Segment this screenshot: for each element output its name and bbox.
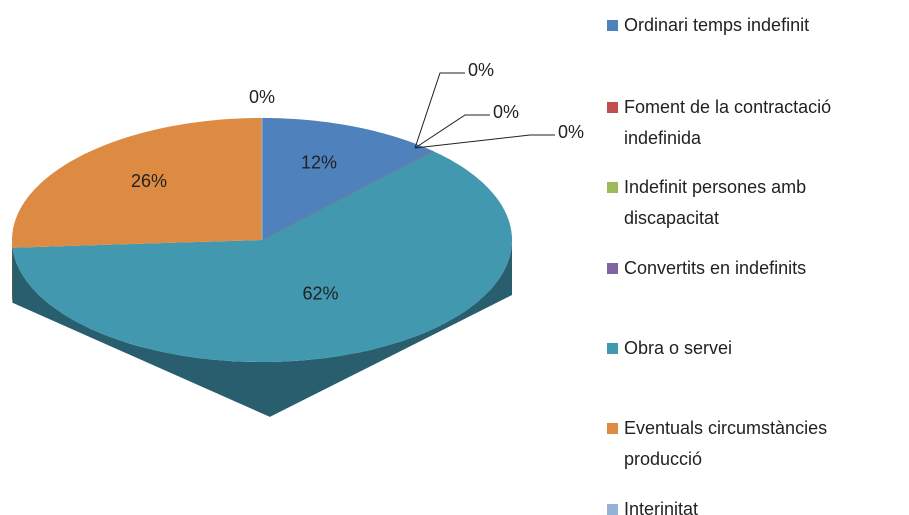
- legend-label: Convertits en indefinits: [624, 258, 807, 278]
- leader-line: [414, 114, 490, 149]
- legend-label: Obra o servei: [624, 338, 733, 358]
- legend-swatch: [607, 343, 618, 354]
- legend-item: Obra o servei: [607, 333, 877, 364]
- data-label: 62%: [303, 283, 339, 303]
- pie-side: [12, 240, 512, 417]
- data-label: 0%: [468, 60, 494, 80]
- legend-label: Ordinari temps indefinit: [624, 15, 810, 35]
- data-label: 0%: [249, 87, 275, 107]
- legend-label: Foment de la contractació indefinida: [624, 97, 832, 148]
- legend-swatch: [607, 263, 618, 274]
- legend-item: Convertits en indefinits: [607, 253, 877, 284]
- legend-label: Interinitat: [624, 499, 699, 515]
- pie-slice: [12, 151, 512, 362]
- data-label: 26%: [131, 171, 167, 191]
- legend-item: Ordinari temps indefinit: [607, 10, 877, 41]
- legend-swatch: [607, 504, 618, 515]
- legend-swatch: [607, 102, 618, 113]
- legend-swatch: [607, 20, 618, 31]
- leader-line: [414, 72, 465, 149]
- pie-side: [12, 240, 13, 303]
- data-label: 12%: [301, 152, 337, 172]
- legend-item: Indefinit persones amb discapacitat: [607, 172, 877, 234]
- legend-swatch: [607, 423, 618, 434]
- data-label: 0%: [493, 102, 519, 122]
- legend-label: Eventuals circumstàncies producció: [624, 418, 828, 469]
- pie-slice: [261, 150, 434, 241]
- pie-slice: [12, 118, 262, 248]
- legend-label: Indefinit persones amb discapacitat: [624, 177, 807, 228]
- data-label: 0%: [558, 122, 584, 142]
- legend-item: Eventuals circumstàncies producció: [607, 413, 877, 475]
- pie-slice: [262, 118, 434, 240]
- legend-item: Interinitat: [607, 494, 877, 515]
- legend-item: Foment de la contractació indefinida: [607, 92, 877, 154]
- legend-swatch: [607, 182, 618, 193]
- leader-line: [414, 134, 555, 149]
